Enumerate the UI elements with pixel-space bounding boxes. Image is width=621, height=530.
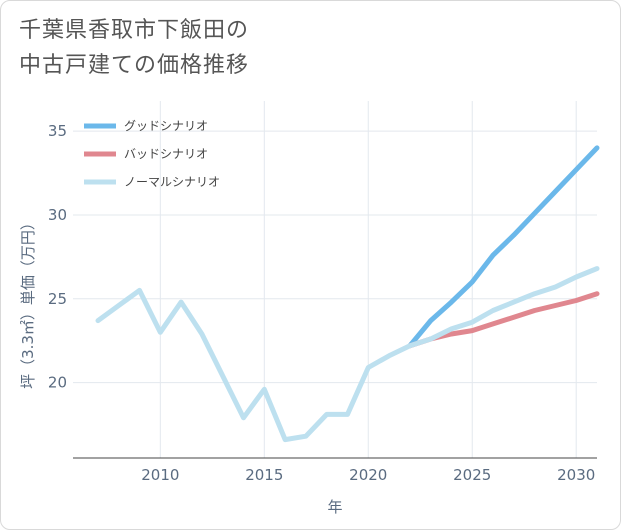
x-tick-label: 2025: [453, 466, 491, 484]
series-line-good: [407, 145, 600, 349]
chart-title-line-2: 中古戸建ての価格推移: [19, 53, 250, 78]
grid-lines: [73, 101, 597, 458]
y-tick-label: 20: [48, 374, 67, 392]
x-axis-title: 年: [327, 498, 342, 516]
x-tick-label: 2015: [245, 466, 283, 484]
chart-title-line-1: 千葉県香取市下飯田の: [19, 18, 250, 43]
series-lines: [95, 145, 600, 443]
series-line-normal: [95, 266, 600, 443]
y-axis-title: 坪（3.3㎡）単価（万円）: [19, 215, 37, 389]
y-tick-label: 35: [48, 122, 67, 140]
legend-label: ノーマルシナリオ: [124, 175, 220, 189]
x-tick-labels: 2010 2015 2020 2025 2030: [141, 466, 595, 484]
x-tick-label: 2030: [557, 466, 595, 484]
chart-title: 千葉県香取市下飯田の 中古戸建ての価格推移: [19, 13, 579, 83]
y-tick-label: 25: [48, 290, 67, 308]
y-tick-labels: 20 25 30 35: [48, 122, 67, 391]
y-tick-label: 30: [48, 206, 67, 224]
x-tick-label: 2010: [141, 466, 179, 484]
legend-label: バッドシナリオ: [124, 147, 208, 161]
x-tick-label: 2020: [349, 466, 387, 484]
legend-label: グッドシナリオ: [124, 119, 208, 133]
